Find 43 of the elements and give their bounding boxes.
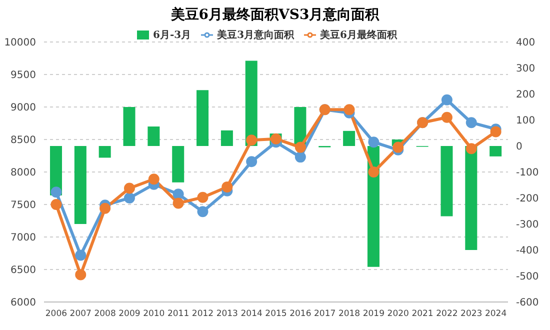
- y-tick-label: 9500: [10, 70, 36, 82]
- x-tick-label: 2006: [45, 309, 68, 320]
- x-tick-label: 2021: [412, 309, 434, 320]
- x-tick-label: 2023: [460, 309, 482, 320]
- y2-tick-label: -100: [516, 168, 539, 179]
- x-tick-label: 2018: [338, 309, 360, 320]
- y2-tick-label: 300: [516, 64, 536, 75]
- x-tick-label: 2016: [290, 309, 312, 320]
- x-tick-label: 2024: [484, 309, 507, 320]
- x-tick-label: 2008: [94, 309, 116, 320]
- y2-tick-label: -600: [516, 298, 539, 309]
- y-tick-label: 7000: [10, 232, 36, 244]
- y-tick-label: 8000: [10, 168, 36, 179]
- legend-label: 6月-3月: [152, 30, 192, 41]
- chart-title: 美豆6月最终面积VS3月意向面积: [170, 6, 380, 24]
- y-tick-label: 9000: [10, 102, 36, 114]
- y2-tick-label: 400: [516, 38, 536, 49]
- y-tick-label: 8500: [10, 135, 36, 146]
- x-tick-label: 2017: [314, 309, 336, 320]
- y2-tick-label: -400: [516, 246, 539, 257]
- x-tick-label: 2015: [265, 309, 287, 320]
- x-tick-label: 2012: [192, 309, 214, 320]
- y2-tick-label: 100: [516, 116, 536, 127]
- x-tick-label: 2020: [387, 309, 409, 320]
- y2-tick-label: 200: [516, 90, 536, 101]
- y2-tick-label: 0: [516, 142, 522, 153]
- x-tick-label: 2007: [70, 309, 92, 320]
- x-tick-label: 2009: [118, 309, 140, 320]
- x-tick-label: 2019: [362, 309, 385, 320]
- x-tick-label: 2013: [216, 309, 238, 320]
- x-tick-label: 2010: [143, 309, 165, 320]
- y2-tick-label: -500: [516, 272, 539, 283]
- legend-label: 美豆3月意向面积: [217, 30, 294, 41]
- y-tick-label: 7500: [10, 200, 36, 212]
- x-tick-label: 2022: [436, 309, 458, 320]
- legend-label: 美豆6月最终面积: [320, 30, 397, 41]
- y2-tick-label: -200: [516, 194, 539, 205]
- y-tick-label: 10000: [4, 38, 36, 49]
- y-tick-label: 6000: [10, 298, 36, 309]
- x-tick-label: 2011: [167, 309, 190, 320]
- y-tick-label: 6500: [10, 265, 36, 276]
- x-tick-label: 2014: [240, 309, 262, 320]
- y2-tick-label: -300: [516, 220, 539, 231]
